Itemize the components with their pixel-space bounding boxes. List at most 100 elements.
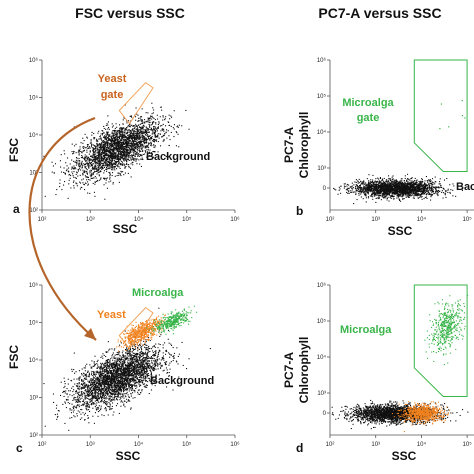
a-dot [95,158,97,160]
b-dot [425,185,427,187]
a-dot [130,138,132,140]
a-dot [114,156,116,158]
a-dot [121,161,123,163]
a-dot [99,161,101,163]
b-dot [378,197,380,199]
a-dot [94,183,96,185]
a-dot [124,164,126,166]
b-dot [404,191,406,193]
b-dot [440,186,442,188]
a-dot [114,147,116,149]
b-dot [397,191,399,193]
a-dot [120,146,122,148]
a-dot [140,154,142,156]
b-dot [386,190,388,192]
b-dot [406,180,408,182]
b-dot [397,194,399,196]
a-dot [141,145,143,147]
a-dot [115,153,117,155]
a-dot [147,128,149,130]
b-dot [413,183,415,185]
a-dot [143,142,145,144]
b-dot [386,181,388,183]
b-dot [371,180,373,182]
b-dot [380,181,382,183]
b-dot [371,187,373,189]
a-dot [131,149,133,151]
b-dot [390,196,392,198]
b-dot [379,186,381,188]
b-dot [379,195,381,197]
b-dot [394,183,396,185]
a-dot [89,159,91,161]
b-dot [357,182,359,184]
a-dot [87,166,89,168]
b-dot [350,186,352,188]
a-dot [133,137,135,139]
a-dot [115,141,117,143]
b-dot [400,191,402,193]
b-dot [377,189,379,191]
a-dot [105,162,107,164]
a-dot [126,154,128,156]
c-dot [144,372,146,374]
a-dot [188,128,190,130]
a-dot [114,145,116,147]
b-dot [387,192,389,194]
b-dot [359,191,361,193]
panel-a-dots [43,102,190,200]
b-dot [401,191,403,193]
b-dot [439,183,441,185]
b-dot [391,182,393,184]
a-dot [110,140,112,142]
a-dot [118,158,120,160]
a-dot [130,167,132,169]
b-dot [378,182,380,184]
a-dot [83,149,85,151]
a-dot [170,131,172,133]
a-dot [137,153,139,155]
b-dot [348,184,350,186]
a-dot [97,170,99,172]
a-dot [115,131,117,133]
b-dot [363,182,365,184]
b-dot [402,198,404,200]
a-dot [106,168,108,170]
a-dot [132,125,134,127]
a-dot [75,157,77,159]
a-dot [97,147,99,149]
a-dot [106,149,108,151]
a-dot [103,184,105,186]
a-dot [105,151,107,153]
b-dot [386,193,388,195]
a-dot [114,175,116,177]
a-dot [127,149,129,151]
b-dot [350,191,352,193]
b-dot [375,193,377,195]
b-dot [386,193,388,195]
b-dot [375,189,377,191]
b-dot [383,189,385,191]
a-dot [142,146,144,148]
a-dot [113,155,115,157]
b-dot [399,198,401,200]
b-dot [415,186,417,188]
a-dot [85,159,87,161]
a-dot [127,138,129,140]
b-dot [356,199,358,201]
a-dot [131,140,133,142]
a-dot [107,134,109,136]
a-dot [123,147,125,149]
b-dot [401,178,403,180]
a-dot [142,131,144,133]
b-dot [365,186,367,188]
b-dot [415,185,417,187]
c-dot [149,350,151,352]
a-dot [145,151,147,153]
b-dot [381,189,383,191]
b-dot [405,183,407,185]
a-dot [95,159,97,161]
a-dot [74,177,76,179]
b-dot [405,190,407,192]
b-dot [422,191,424,193]
